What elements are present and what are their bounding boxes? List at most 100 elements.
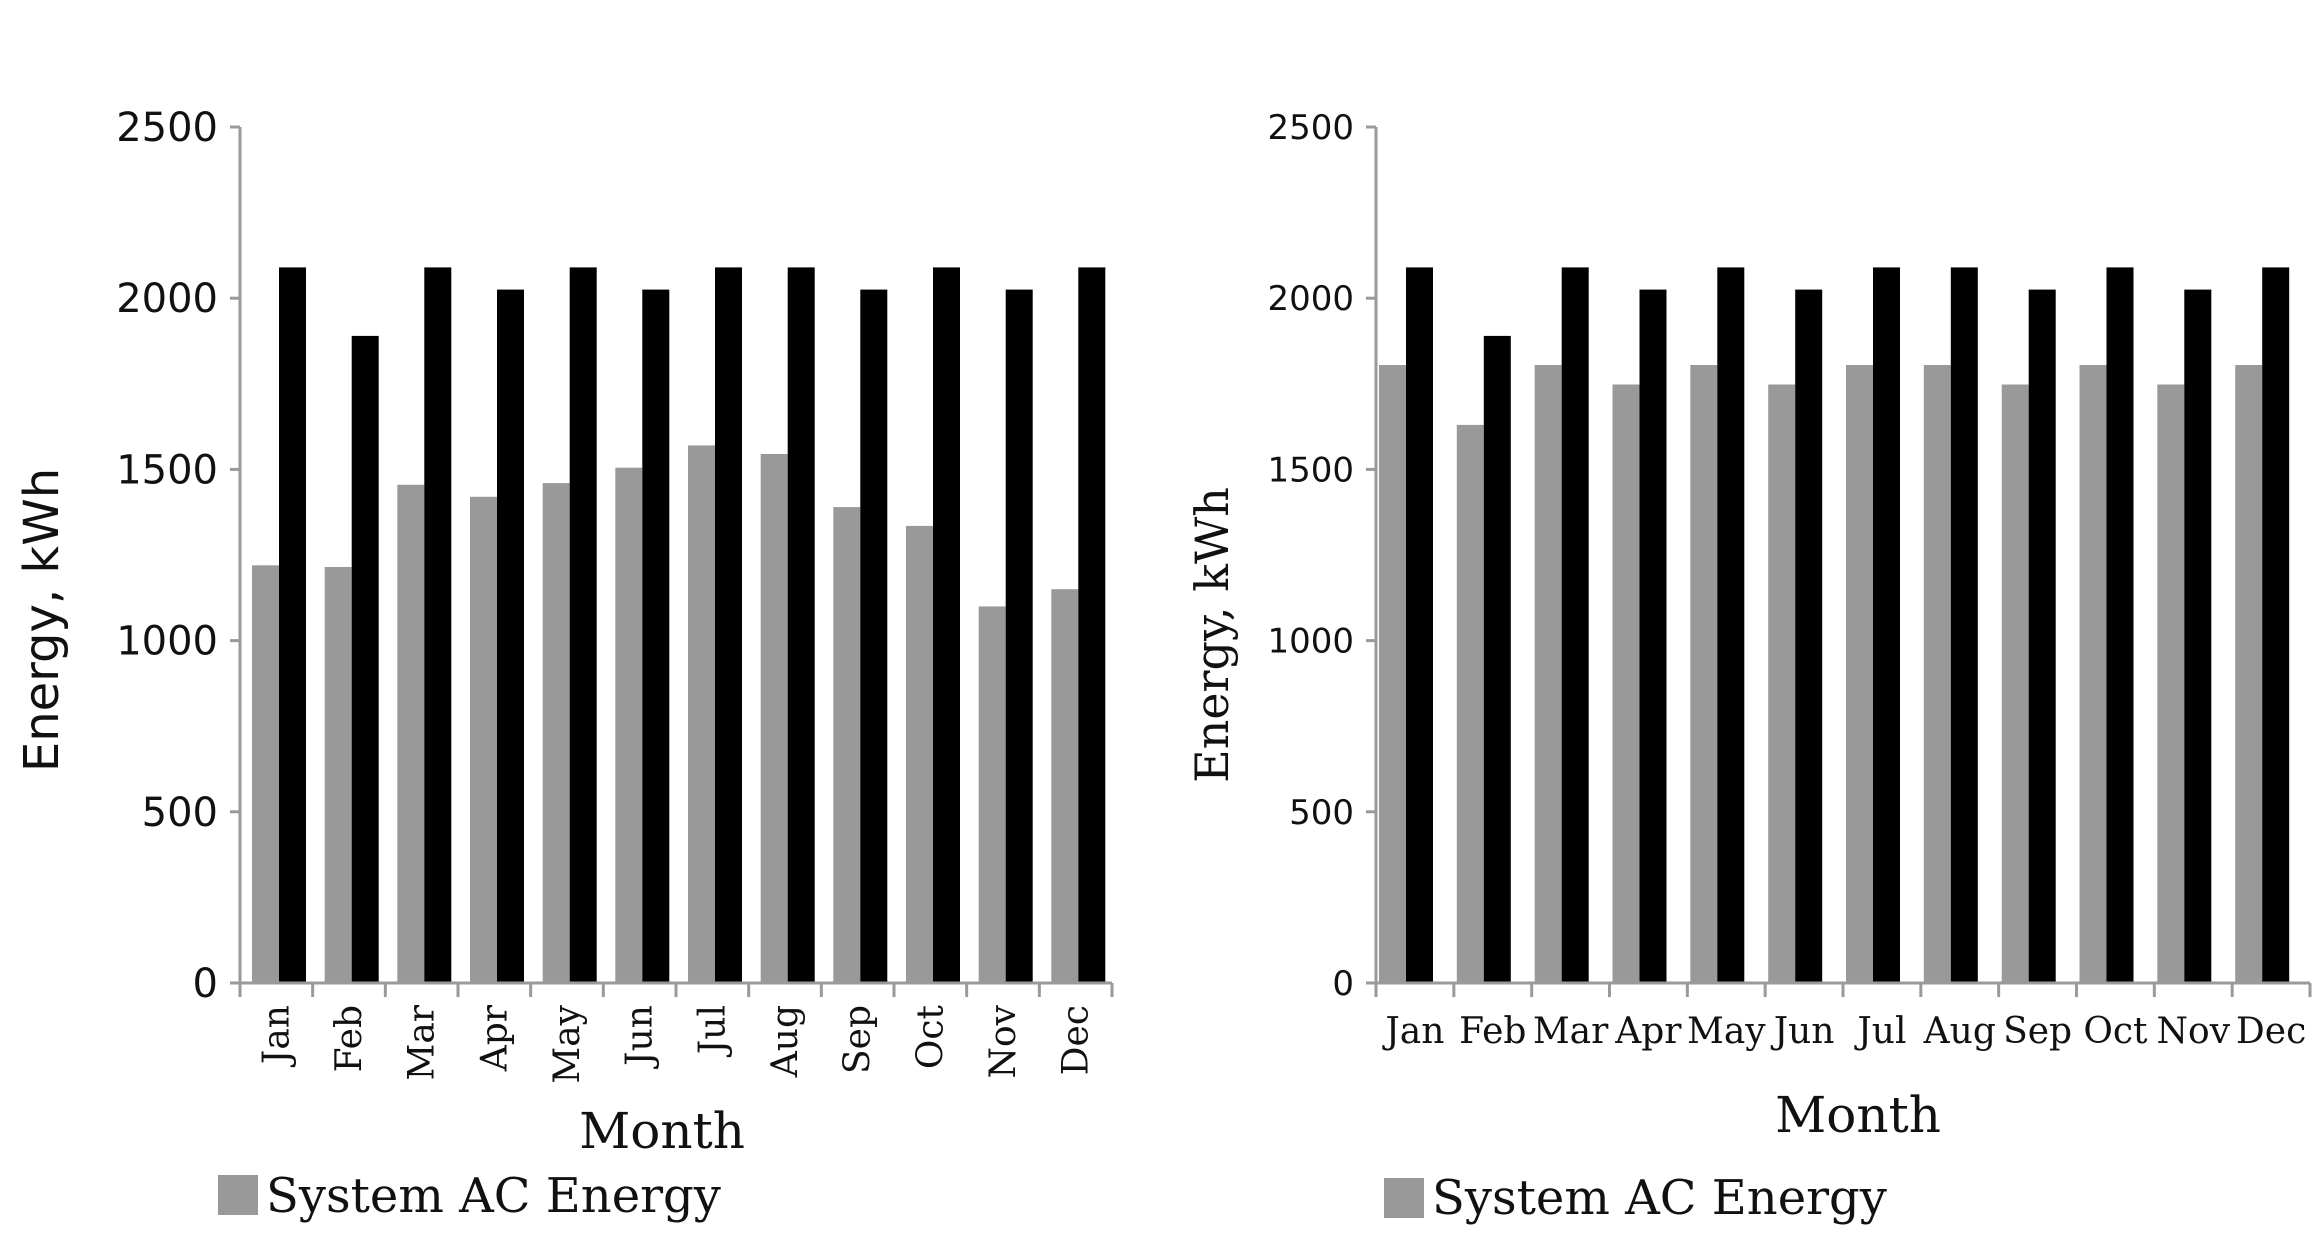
left-bar-series1-may (542, 483, 570, 983)
left-bar-series2-aug (787, 267, 815, 983)
left-bars (252, 267, 1106, 984)
right-bar-series2-mar (1561, 267, 1589, 983)
right-bar-series2-jul (1873, 267, 1900, 983)
right-x-tick-label-mar: Mar (1533, 1011, 1609, 1052)
left-bar-series1-jul (688, 445, 715, 983)
right-x-tick-labels: Jan Feb Mar Apr May Jun Jul Aug Sep Oct Nov Dec (1381, 1011, 2306, 1052)
right-bar-series1-oct (2079, 365, 2107, 983)
left-y-axis-title: Energy, kWh (14, 468, 70, 772)
left-bar-series2-jan (279, 267, 306, 983)
right-bar-series1-jan (1379, 365, 1406, 983)
right-bar-series2-jan (1406, 267, 1433, 983)
left-x-axis-title: Month (579, 1102, 745, 1160)
right-bar-series2-may (1717, 267, 1745, 983)
left-axes (230, 125, 1114, 997)
right-x-tick-label-jan: Jan (1381, 1011, 1444, 1052)
right-y-tick-label: 0 (1332, 964, 1354, 1004)
chart-right: 0 500 1000 1500 2000 2500 Jan Feb Mar Apr May Jun J… (1185, 108, 2312, 1226)
left-x-tick-label-dec: Dec (1056, 1005, 1097, 1075)
left-y-tick-label: 1500 (116, 447, 218, 493)
left-x-tick-label-apr: Apr (474, 1004, 515, 1072)
right-y-axis-title: Energy, kWh (1185, 487, 1239, 783)
left-x-tick-labels: Jan Feb Mar Apr May Jun Jul Aug Sep Oct Nov Dec (256, 1004, 1096, 1083)
left-x-tick-label-sep: Sep (838, 1005, 879, 1074)
left-x-tick-label-jul: Jul (692, 1005, 733, 1058)
right-bar-series2-sep (2028, 289, 2056, 984)
right-bar-series1-dec (2235, 365, 2263, 983)
right-x-tick-label-dec: Dec (2236, 1011, 2306, 1052)
left-bar-series1-jun (615, 467, 643, 983)
right-bar-series2-nov (2184, 289, 2212, 984)
left-bar-series2-sep (860, 289, 888, 984)
right-bar-series2-oct (2106, 267, 2134, 983)
left-bar-series1-oct (906, 525, 933, 983)
left-y-tick-label: 2500 (116, 105, 218, 151)
right-bar-series2-dec (2262, 267, 2290, 983)
left-bar-series2-may (569, 267, 597, 983)
right-bar-series1-sep (2001, 384, 2029, 983)
right-x-tick-label-feb: Feb (1459, 1011, 1526, 1052)
right-bar-series2-jun (1795, 289, 1823, 984)
left-legend-swatch (218, 1175, 258, 1215)
right-x-axis-title: Month (1775, 1086, 1941, 1144)
left-bar-series1-sep (833, 507, 861, 983)
right-bar-series1-aug (1923, 365, 1951, 983)
right-y-tick-label: 500 (1289, 793, 1354, 833)
left-bar-series2-dec (1078, 267, 1106, 983)
left-bar-series2-oct (933, 267, 960, 983)
left-bar-series1-apr (470, 496, 497, 983)
left-bar-series1-aug (760, 454, 788, 983)
left-x-tick-label-may: May (547, 1004, 588, 1083)
right-bars (1379, 267, 2290, 984)
right-bar-series1-apr (1612, 384, 1640, 983)
left-bar-series2-jun (642, 289, 670, 984)
right-bar-series1-jun (1768, 384, 1796, 983)
left-bar-series2-apr (497, 289, 524, 984)
right-y-tick-label: 1500 (1267, 450, 1354, 490)
left-x-tick-label-oct: Oct (910, 1004, 951, 1069)
left-bar-series1-mar (397, 484, 425, 983)
right-x-tick-label-jul: Jul (1853, 1011, 1906, 1052)
right-y-tick-labels: 0 500 1000 1500 2000 2500 (1267, 108, 1354, 1004)
left-legend-label: System AC Energy (266, 1168, 721, 1224)
left-y-tick-labels: 0 500 1000 1500 2000 2500 (116, 105, 218, 1007)
left-x-tick-label-jun: Jun (620, 1005, 661, 1070)
right-bar-series2-apr (1639, 289, 1667, 984)
right-y-tick-label: 1000 (1267, 622, 1354, 662)
left-x-tick-label-aug: Aug (765, 1005, 806, 1078)
right-x-tick-label-apr: Apr (1614, 1011, 1682, 1052)
right-y-tick-label: 2000 (1267, 279, 1354, 319)
left-bar-series2-mar (424, 267, 452, 983)
right-bar-series2-aug (1950, 267, 1978, 983)
right-x-tick-label-sep: Sep (2003, 1011, 2072, 1052)
right-bar-series1-jul (1846, 365, 1873, 983)
right-bar-series1-mar (1534, 365, 1562, 983)
left-x-tick-label-jan: Jan (256, 1005, 297, 1068)
left-y-tick-label: 500 (142, 790, 218, 836)
right-y-tick-label: 2500 (1267, 108, 1354, 148)
left-bar-series2-nov (1005, 289, 1033, 984)
left-bar-series1-nov (978, 606, 1006, 983)
left-bar-series2-jul (715, 267, 742, 983)
left-x-tick-label-feb: Feb (329, 1005, 370, 1072)
right-x-tick-label-jun: Jun (1770, 1011, 1835, 1052)
left-bar-series1-feb (324, 567, 352, 983)
right-x-tick-label-oct: Oct (2083, 1011, 2148, 1052)
right-legend-label: System AC Energy (1432, 1170, 1887, 1226)
right-bar-series1-feb (1456, 424, 1484, 983)
right-bar-series1-may (1690, 365, 1718, 983)
left-y-tick-label: 2000 (116, 276, 218, 322)
left-bar-series1-jan (252, 565, 279, 983)
left-bar-series2-feb (351, 335, 379, 983)
right-axes (1366, 125, 2312, 997)
right-bar-series2-feb (1483, 335, 1511, 983)
left-x-tick-label-nov: Nov (983, 1004, 1024, 1078)
right-bar-series1-nov (2157, 384, 2185, 983)
left-x-tick-label-mar: Mar (402, 1004, 443, 1080)
right-legend-swatch (1384, 1178, 1424, 1218)
left-y-tick-label: 1000 (116, 619, 218, 665)
right-x-tick-label-may: May (1687, 1011, 1766, 1052)
right-x-tick-label-aug: Aug (1923, 1011, 1996, 1052)
